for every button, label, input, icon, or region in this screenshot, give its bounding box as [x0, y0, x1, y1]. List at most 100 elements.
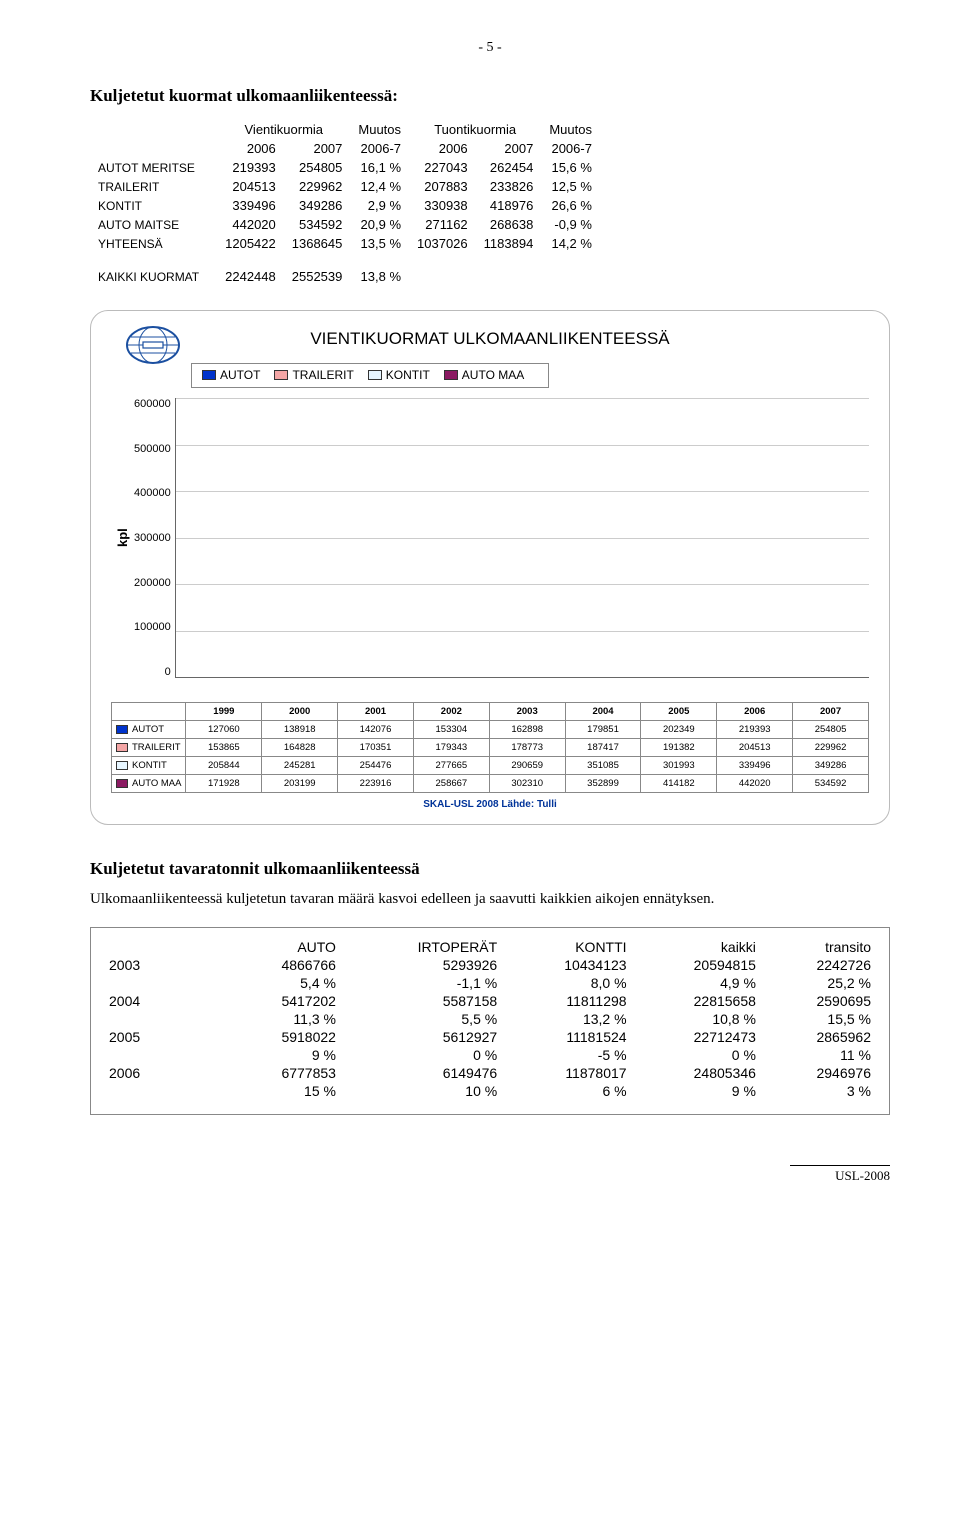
section1-title: Kuljetetut kuormat ulkomaanliikenteessä:: [90, 86, 890, 106]
legend-swatch-icon: [274, 370, 288, 380]
t2-header: kaikki: [631, 938, 760, 956]
dt-year: 2004: [565, 703, 641, 721]
dt-cell: 142076: [338, 721, 414, 739]
y-tick: 100000: [134, 621, 171, 633]
t2-pct: 6 %: [501, 1082, 630, 1100]
y-tick: 600000: [134, 398, 171, 410]
t2-pct: 8,0 %: [501, 974, 630, 992]
cell: 12,4 %: [350, 177, 409, 196]
cell: 207883: [409, 177, 476, 196]
dt-swatch-icon: [116, 725, 128, 734]
legend-label: AUTO MAA: [462, 368, 524, 382]
dt-cell: 187417: [565, 739, 641, 757]
t2-cell: 10434123: [501, 956, 630, 974]
dt-cell: 301993: [641, 757, 717, 775]
t2-cell: 2946976: [760, 1064, 875, 1082]
col-year: 2006: [409, 139, 476, 158]
cell: 2,9 %: [350, 196, 409, 215]
chart-data-table: 199920002001200220032004200520062007AUTO…: [111, 702, 869, 793]
y-tick: 500000: [134, 443, 171, 455]
dt-cell: 245281: [262, 757, 338, 775]
table2-box: AUTOIRTOPERÄTKONTTIkaikkitransito2003486…: [90, 927, 890, 1115]
dt-cell: 534592: [793, 775, 869, 793]
legend-label: KONTIT: [386, 368, 430, 382]
cell: -0,9 %: [541, 215, 600, 234]
t2-cell: 11181524: [501, 1028, 630, 1046]
cell: 1183894: [476, 234, 542, 253]
cell: 13,8 %: [350, 253, 409, 286]
page-footer: USL-2008: [790, 1165, 890, 1184]
cell: 418976: [476, 196, 542, 215]
dt-cell: 254805: [793, 721, 869, 739]
cell: 14,2 %: [541, 234, 600, 253]
t2-pct: 5,5 %: [340, 1010, 501, 1028]
dt-year: 2006: [717, 703, 793, 721]
dt-cell: 277665: [413, 757, 489, 775]
dt-swatch-icon: [116, 779, 128, 788]
dt-cell: 162898: [489, 721, 565, 739]
col-year: 2007: [476, 139, 542, 158]
t2-cell: 2242726: [760, 956, 875, 974]
dt-cell: 178773: [489, 739, 565, 757]
chart-legend: AUTOTTRAILERITKONTITAUTO MAA: [191, 363, 549, 388]
dt-cell: 339496: [717, 757, 793, 775]
dt-cell: 205844: [186, 757, 262, 775]
dt-year: 2003: [489, 703, 565, 721]
col-year: 2007: [284, 139, 351, 158]
t2-cell: 5417202: [225, 992, 340, 1010]
cell: 534592: [284, 215, 351, 234]
cell: 271162: [409, 215, 476, 234]
legend-label: AUTOT: [220, 368, 260, 382]
section2-text: Ulkomaanliikenteessä kuljetetun tavaran …: [90, 889, 890, 909]
section2-title: Kuljetetut tavaratonnit ulkomaanliikente…: [90, 859, 890, 879]
dt-year: 1999: [186, 703, 262, 721]
dt-cell: 204513: [717, 739, 793, 757]
cell: 1037026: [409, 234, 476, 253]
cell: 233826: [476, 177, 542, 196]
row-label: AUTOT MERITSE: [90, 158, 217, 177]
dt-cell: 138918: [262, 721, 338, 739]
chart-footer: SKAL-USL 2008 Lähde: Tulli: [111, 799, 869, 810]
dt-year: 2000: [262, 703, 338, 721]
t2-cell: 22712473: [631, 1028, 760, 1046]
dt-cell: 127060: [186, 721, 262, 739]
t2-pct: 3 %: [760, 1082, 875, 1100]
dt-cell: 164828: [262, 739, 338, 757]
logo-icon: [125, 325, 181, 365]
dt-cell: 203199: [262, 775, 338, 793]
dt-cell: 171928: [186, 775, 262, 793]
y-tick: 200000: [134, 577, 171, 589]
t2-pct: 10,8 %: [631, 1010, 760, 1028]
t2-year: 2003: [105, 956, 225, 974]
chart-panel: VIENTIKUORMAT ULKOMAANLIIKENTEESSÄ AUTOT…: [90, 310, 890, 825]
t2-pct: 0 %: [631, 1046, 760, 1064]
dt-cell: 179851: [565, 721, 641, 739]
t2-cell: 5612927: [340, 1028, 501, 1046]
chart-plot: [175, 398, 869, 678]
dt-cell: 202349: [641, 721, 717, 739]
cell: 262454: [476, 158, 542, 177]
dt-cell: 153865: [186, 739, 262, 757]
cell: 204513: [217, 177, 284, 196]
t2-cell: 6149476: [340, 1064, 501, 1082]
cell: 339496: [217, 196, 284, 215]
dt-series-label: KONTIT: [112, 757, 186, 775]
y-tick: 300000: [134, 532, 171, 544]
dt-cell: 219393: [717, 721, 793, 739]
dt-year: 2001: [338, 703, 414, 721]
dt-cell: 254476: [338, 757, 414, 775]
y-axis-label: kpl: [111, 398, 134, 678]
y-tick: 0: [134, 666, 171, 678]
col-group: Muutos: [541, 120, 600, 139]
dt-cell: 290659: [489, 757, 565, 775]
cell: 227043: [409, 158, 476, 177]
dt-cell: 351085: [565, 757, 641, 775]
page-number: - 5 -: [90, 40, 890, 56]
col-group: Tuontikuormia: [409, 120, 541, 139]
legend-swatch-icon: [202, 370, 216, 380]
t2-cell: 22815658: [631, 992, 760, 1010]
t2-cell: 6777853: [225, 1064, 340, 1082]
cell: 268638: [476, 215, 542, 234]
dt-year: 2002: [413, 703, 489, 721]
cell: 13,5 %: [350, 234, 409, 253]
